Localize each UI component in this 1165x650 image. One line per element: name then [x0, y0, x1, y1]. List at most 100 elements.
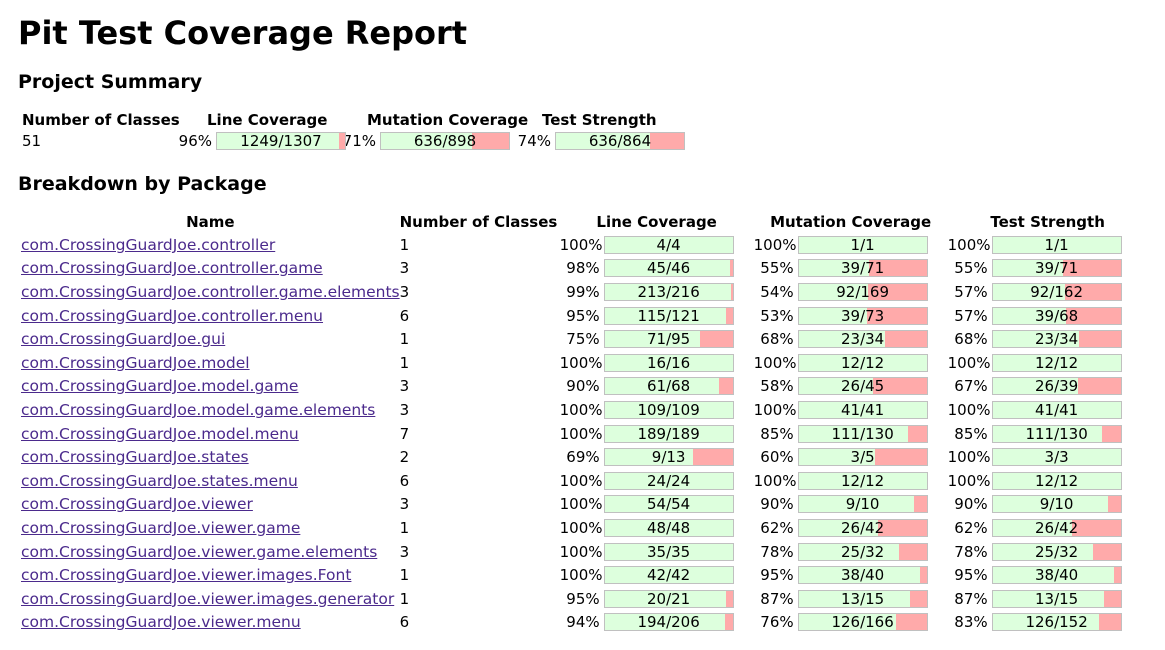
- line-coverage-ratio: 109/109: [637, 400, 700, 419]
- package-link[interactable]: com.CrossingGuardJoe.states: [21, 448, 249, 467]
- line-coverage-bar: 35/35: [603, 542, 734, 561]
- mutation-coverage-fill: [798, 543, 899, 560]
- mutation-coverage-pct: 62%: [760, 518, 794, 537]
- line-coverage-bar: 115/121: [603, 306, 734, 325]
- table-row: com.CrossingGuardJoe.viewer.menu 6 94% 194/…: [18, 611, 1148, 635]
- mutation-coverage-cell: 95% 38/40: [754, 566, 948, 585]
- line-coverage-pct: 94%: [566, 613, 600, 632]
- mutation-coverage-bar: 39/73: [797, 306, 928, 325]
- line-coverage-cell: 100% 35/35: [560, 542, 754, 561]
- strength-coverage-fill: [992, 449, 1121, 466]
- project-summary-table: Number of Classes Line Coverage Mutation…: [18, 110, 717, 152]
- line-coverage-ratio: 20/21: [647, 589, 691, 608]
- line-coverage-fill: [604, 519, 733, 536]
- line-coverage-pct: 75%: [566, 330, 600, 349]
- strength-coverage-cell: 100% 12/12: [948, 471, 1148, 490]
- line-coverage-ratio: 4/4: [656, 235, 681, 254]
- package-link[interactable]: com.CrossingGuardJoe.controller.menu: [21, 306, 324, 325]
- package-link[interactable]: com.CrossingGuardJoe.viewer.menu: [21, 613, 301, 632]
- breakdown-rows: com.CrossingGuardJoe.controller 1 100% 4/4 1…: [18, 233, 1148, 634]
- mutation-coverage-fill: [798, 425, 908, 442]
- strength-coverage-cell: 100% 12/12: [948, 353, 1148, 372]
- summary-strength-pct: 74%: [517, 132, 551, 150]
- package-link[interactable]: com.CrossingGuardJoe.viewer.images.gener…: [21, 589, 395, 608]
- line-coverage-ratio: 48/48: [647, 518, 691, 537]
- line-coverage-ratio: 35/35: [647, 542, 691, 561]
- table-row: com.CrossingGuardJoe.model.menu 7 100% 189/…: [18, 422, 1148, 446]
- strength-coverage-ratio: 38/40: [1035, 566, 1079, 585]
- mutation-coverage-pct: 68%: [760, 330, 794, 349]
- package-link[interactable]: com.CrossingGuardJoe.viewer.images.Font: [21, 566, 352, 585]
- line-coverage-bar: 189/189: [603, 424, 734, 443]
- summary-line-coverage: 96% 1249/1307: [172, 130, 367, 152]
- line-coverage-bar: 16/16: [603, 353, 734, 372]
- line-coverage-cell: 100% 189/189: [560, 424, 754, 443]
- header-test-strength: Test Strength: [990, 213, 1105, 231]
- package-link[interactable]: com.CrossingGuardJoe.model.game: [21, 377, 299, 396]
- strength-coverage-ratio: 3/3: [1044, 448, 1069, 467]
- mutation-coverage-bar: 9/10: [797, 495, 928, 514]
- package-link[interactable]: com.CrossingGuardJoe.gui: [21, 330, 226, 349]
- line-coverage-cell: 100% 54/54: [559, 495, 754, 514]
- summary-mutation-pct: 71%: [342, 132, 376, 150]
- mutation-coverage-fill: [798, 283, 869, 300]
- package-link[interactable]: com.CrossingGuardJoe.viewer: [21, 495, 253, 514]
- package-link[interactable]: com.CrossingGuardJoe.controller.game: [21, 259, 323, 278]
- package-link[interactable]: com.CrossingGuardJoe.controller: [21, 235, 276, 254]
- package-link[interactable]: com.CrossingGuardJoe.model.menu: [21, 424, 299, 443]
- mutation-coverage-cell: 78% 25/32: [754, 542, 948, 561]
- mutation-coverage-bar: 12/12: [797, 471, 928, 490]
- strength-coverage-pct: 95%: [954, 566, 988, 585]
- strength-coverage-bar: 12/12: [991, 471, 1122, 490]
- line-coverage-bar: 48/48: [603, 518, 734, 537]
- strength-coverage-pct: 57%: [954, 282, 988, 301]
- line-coverage-pct: 100%: [559, 495, 603, 514]
- summary-header-strength: Test Strength: [542, 111, 657, 129]
- strength-coverage-ratio: 111/130: [1025, 424, 1088, 443]
- mutation-coverage-fill: [798, 472, 927, 489]
- strength-coverage-ratio: 1/1: [1044, 235, 1069, 254]
- line-coverage-fill: [604, 567, 733, 584]
- package-link[interactable]: com.CrossingGuardJoe.viewer.game: [21, 518, 301, 537]
- line-coverage-cell: 100% 24/24: [559, 471, 754, 490]
- mutation-coverage-ratio: 38/40: [841, 566, 885, 585]
- line-coverage-fill: [604, 425, 733, 442]
- strength-coverage-cell: 78% 25/32: [948, 542, 1148, 561]
- mutation-coverage-cell: 87% 13/15: [754, 589, 948, 608]
- line-coverage-bar: 42/42: [603, 566, 734, 585]
- mutation-coverage-pct: 100%: [753, 235, 797, 254]
- line-coverage-pct: 100%: [559, 471, 603, 490]
- package-link[interactable]: com.CrossingGuardJoe.states.menu: [21, 471, 298, 490]
- strength-coverage-bar: 41/41: [991, 400, 1122, 419]
- package-link[interactable]: com.CrossingGuardJoe.model: [21, 353, 250, 372]
- line-coverage-bar: 71/95: [603, 330, 734, 349]
- mutation-coverage-ratio: 12/12: [841, 353, 885, 372]
- strength-coverage-pct: 90%: [954, 495, 988, 514]
- mutation-coverage-fill: [798, 331, 886, 348]
- line-coverage-cell: 95% 20/21: [560, 589, 754, 608]
- strength-coverage-pct: 62%: [954, 518, 988, 537]
- line-coverage-fill: [604, 331, 701, 348]
- line-coverage-fill: [604, 449, 694, 466]
- mutation-coverage-bar: 41/41: [797, 400, 928, 419]
- package-link[interactable]: com.CrossingGuardJoe.viewer.game.element…: [21, 542, 378, 561]
- package-class-count: 6: [399, 306, 410, 325]
- mutation-coverage-bar: 92/169: [797, 282, 928, 301]
- strength-coverage-pct: 57%: [954, 306, 988, 325]
- mutation-coverage-ratio: 12/12: [841, 471, 885, 490]
- mutation-coverage-cell: 100% 1/1: [753, 235, 948, 254]
- mutation-coverage-fill: [798, 519, 878, 536]
- strength-coverage-bar: 39/68: [991, 306, 1122, 325]
- package-class-count: 3: [399, 542, 410, 561]
- mutation-coverage-cell: 100% 12/12: [754, 353, 948, 372]
- table-row: com.CrossingGuardJoe.viewer.game 1 100% 48/…: [18, 516, 1148, 540]
- package-link[interactable]: com.CrossingGuardJoe.controller.game.ele…: [21, 282, 400, 301]
- mutation-coverage-bar: 12/12: [797, 353, 928, 372]
- mutation-coverage-cell: 76% 126/166: [754, 613, 948, 632]
- package-link[interactable]: com.CrossingGuardJoe.model.game.elements: [21, 400, 376, 419]
- package-class-count: 3: [399, 282, 410, 301]
- mutation-coverage-cell: 58% 26/45: [754, 377, 948, 396]
- mutation-coverage-fill: [798, 401, 927, 418]
- line-coverage-cell: 90% 61/68: [560, 377, 754, 396]
- mutation-coverage-bar: 38/40: [797, 566, 928, 585]
